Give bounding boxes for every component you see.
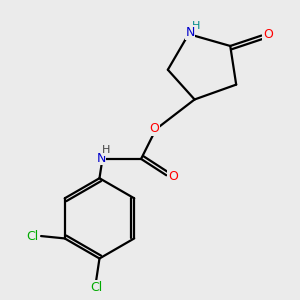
Text: N: N [185, 26, 195, 39]
Text: Cl: Cl [27, 230, 39, 243]
Text: O: O [263, 28, 273, 40]
Text: N: N [96, 152, 106, 165]
Text: O: O [149, 122, 159, 135]
Text: H: H [102, 145, 110, 155]
Text: O: O [168, 170, 178, 183]
Text: Cl: Cl [90, 281, 102, 294]
Text: H: H [192, 21, 200, 31]
